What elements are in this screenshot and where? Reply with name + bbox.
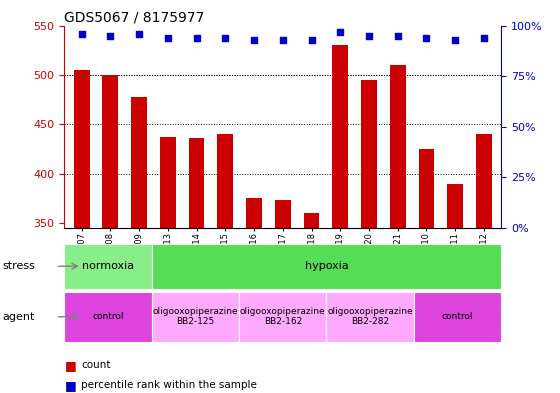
Bar — [64, 292, 152, 342]
Text: percentile rank within the sample: percentile rank within the sample — [81, 380, 257, 390]
Bar — [64, 244, 152, 289]
Bar — [189, 138, 204, 228]
Bar — [152, 292, 239, 342]
Point — [422, 35, 431, 41]
Point — [250, 37, 259, 43]
Bar — [239, 292, 326, 342]
Bar — [414, 292, 501, 342]
Bar — [476, 134, 492, 228]
Point — [365, 33, 374, 39]
Bar — [152, 244, 501, 289]
Bar — [333, 45, 348, 228]
Point — [336, 28, 345, 35]
Text: count: count — [81, 360, 111, 371]
Point — [221, 35, 230, 41]
Bar — [304, 213, 319, 228]
Text: oligooxopiperazine
BB2-125: oligooxopiperazine BB2-125 — [153, 307, 238, 327]
Point — [164, 35, 172, 41]
Bar — [390, 65, 405, 228]
Text: normoxia: normoxia — [82, 261, 134, 271]
Point — [307, 37, 316, 43]
Text: stress: stress — [3, 261, 36, 271]
Text: GDS5067 / 8175977: GDS5067 / 8175977 — [64, 10, 205, 24]
Bar — [74, 70, 90, 228]
Point — [77, 31, 86, 37]
Point — [134, 31, 143, 37]
Bar — [361, 80, 377, 228]
Point — [192, 35, 201, 41]
Text: ■: ■ — [64, 359, 76, 372]
Bar — [275, 200, 291, 228]
Point — [278, 37, 287, 43]
Text: hypoxia: hypoxia — [305, 261, 348, 271]
Text: agent: agent — [3, 312, 35, 322]
Bar — [131, 97, 147, 228]
Bar — [418, 149, 435, 228]
Text: oligooxopiperazine
BB2-162: oligooxopiperazine BB2-162 — [240, 307, 325, 327]
Text: control: control — [92, 312, 124, 321]
Point — [479, 35, 488, 41]
Text: ■: ■ — [64, 378, 76, 392]
Point — [451, 37, 460, 43]
Point — [106, 33, 115, 39]
Bar — [217, 134, 233, 228]
Bar — [160, 137, 176, 228]
Bar — [326, 292, 414, 342]
Text: oligooxopiperazine
BB2-282: oligooxopiperazine BB2-282 — [328, 307, 413, 327]
Point — [393, 33, 402, 39]
Bar — [102, 75, 118, 228]
Bar — [246, 198, 262, 228]
Bar — [447, 184, 463, 228]
Text: control: control — [442, 312, 473, 321]
